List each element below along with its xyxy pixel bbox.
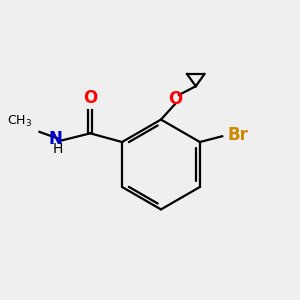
Text: O: O bbox=[83, 89, 97, 107]
Text: Br: Br bbox=[227, 126, 248, 144]
Text: CH$_3$: CH$_3$ bbox=[7, 114, 32, 129]
Text: H: H bbox=[52, 142, 63, 156]
Text: N: N bbox=[49, 130, 63, 148]
Text: O: O bbox=[168, 90, 183, 108]
